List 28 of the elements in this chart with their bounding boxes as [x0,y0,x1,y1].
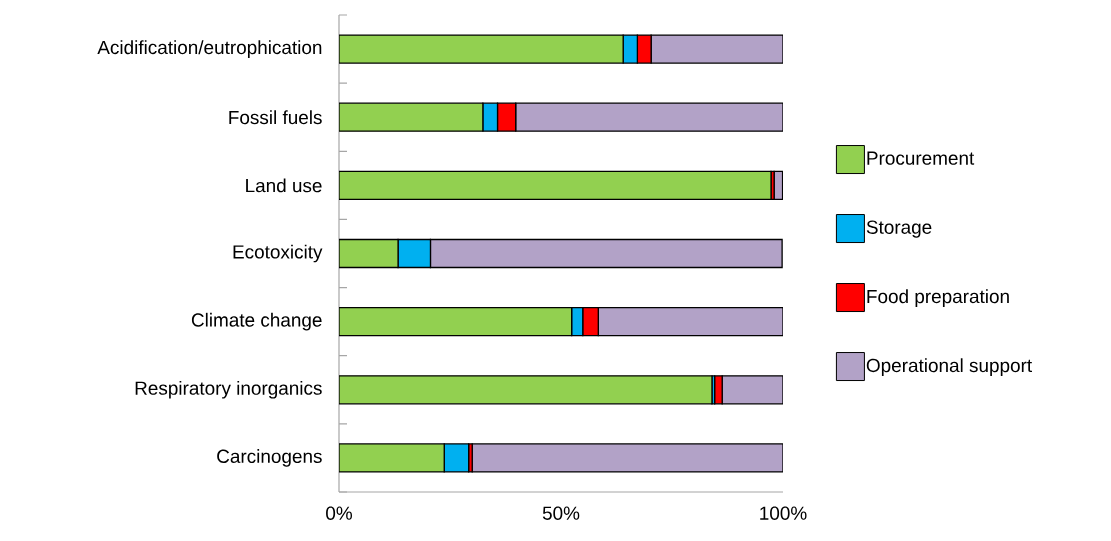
bar [339,443,445,473]
y-tick-label: Climate change [191,312,322,331]
y-tick-label: Respiratory inorganics [135,380,322,399]
y-tick-label: Fossil fuels [229,110,322,125]
legend-label: Storage [866,220,932,238]
bar [713,375,723,405]
bar [339,170,772,201]
y-tick-label: Land use [246,178,322,193]
bar [650,34,784,64]
bar [597,306,784,337]
legend-label: Operational support [866,358,1032,376]
y-tick-label: Carcinogens [217,449,322,467]
bar [339,102,484,132]
bar [429,238,783,269]
bar [339,306,573,337]
bar [339,238,399,269]
x-tick-label: 0% [326,506,352,520]
x-tick-label: 100% [760,506,807,520]
x-tick-label: 50% [542,506,580,520]
legend-label: Food preparation [867,289,1009,307]
legend-label: Procurement [867,151,975,165]
y-tick-label: Ecotoxicity [233,244,323,263]
bar [721,375,784,405]
y-tick-label: Acidification/eutrophication [97,40,322,58]
bar [515,102,784,132]
bar [339,375,713,405]
bar [339,34,624,64]
bar [471,443,784,473]
